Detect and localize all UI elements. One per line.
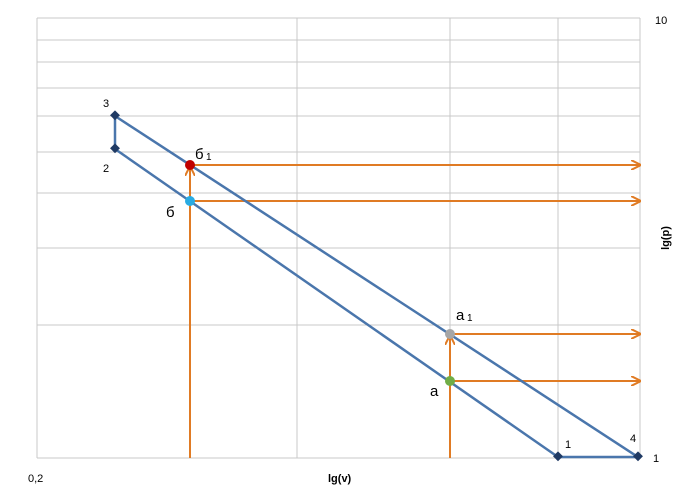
process-lines xyxy=(110,110,643,462)
arrows xyxy=(190,165,640,458)
point-label: 3 xyxy=(103,98,109,110)
marker-subscript: 1 xyxy=(206,152,212,163)
marker-label: б xyxy=(195,146,204,163)
y-bottom-label: 1 xyxy=(653,453,659,465)
y-title: lg(p) xyxy=(660,226,672,250)
y-top-label: 10 xyxy=(655,15,667,27)
point-label: 2 xyxy=(103,163,109,175)
marker-label: б xyxy=(166,204,175,221)
marker-label: а xyxy=(430,383,439,400)
grid xyxy=(36,17,641,459)
point-label: 1 xyxy=(565,439,571,451)
x-title: lg(v) xyxy=(328,473,352,485)
markers xyxy=(185,160,455,386)
x-left-label: 0,2 xyxy=(28,473,43,485)
marker-label: а xyxy=(456,307,465,324)
marker-subscript: 1 xyxy=(467,313,473,324)
point-label: 4 xyxy=(630,433,636,445)
